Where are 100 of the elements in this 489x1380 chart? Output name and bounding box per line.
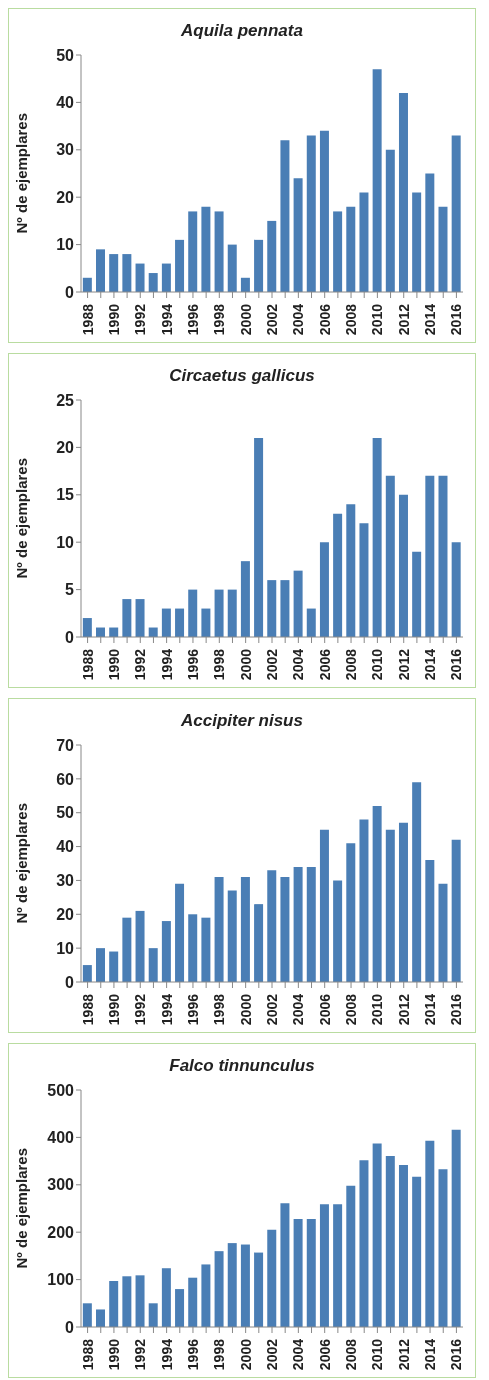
bar	[398, 822, 408, 982]
bar	[240, 277, 250, 292]
x-tick-label: 2012	[395, 303, 412, 336]
x-tick-label: 1992	[132, 1338, 149, 1371]
chart-title: Falco tinnunculus	[168, 1055, 316, 1077]
bar	[398, 494, 408, 637]
y-tick-label: 200	[47, 1223, 75, 1241]
x-tick-label: 1988	[79, 303, 96, 336]
x-tick-label: 2004	[290, 303, 307, 336]
bar	[438, 1169, 448, 1327]
bar	[346, 504, 356, 637]
bar	[214, 211, 224, 292]
x-tick-label: 2012	[395, 648, 412, 681]
chart-title: Accipiter nisus	[180, 710, 304, 732]
x-tick-label: 2010	[369, 1338, 386, 1371]
y-axis-title: Nº de ejemplares	[13, 457, 31, 579]
bar	[412, 551, 422, 637]
bar	[319, 829, 329, 982]
bar	[451, 542, 461, 637]
bar	[122, 254, 132, 292]
y-tick-label: 10	[56, 236, 75, 254]
chart-title: Aquila pennata	[180, 20, 304, 42]
bar	[333, 1204, 343, 1327]
bar	[293, 570, 303, 637]
x-tick-label: 2000	[237, 303, 254, 336]
x-tick-label: 2008	[343, 993, 360, 1026]
y-tick-label: 50	[56, 804, 75, 822]
bar	[359, 192, 369, 292]
x-tick-label: 1998	[211, 303, 228, 336]
x-tick-label: 1992	[132, 993, 149, 1026]
y-tick-label: 40	[56, 94, 75, 112]
y-tick-label: 500	[47, 1081, 75, 1099]
x-tick-label: 1996	[184, 303, 201, 336]
y-tick-label: 25	[56, 391, 75, 409]
bar	[333, 880, 343, 982]
x-tick-label: 2016	[448, 648, 465, 681]
x-tick-label: 1988	[79, 993, 96, 1026]
bar	[280, 877, 290, 982]
bar	[346, 843, 356, 982]
x-tick-label: 2008	[343, 303, 360, 336]
chart-title: Circaetus gallicus	[168, 365, 316, 387]
bar	[82, 277, 92, 292]
bar	[425, 1140, 435, 1327]
x-tick-label: 1994	[158, 993, 175, 1026]
y-tick-label: 20	[56, 439, 75, 457]
bar	[306, 135, 316, 292]
x-tick-label: 2004	[290, 1338, 307, 1371]
bar	[425, 173, 435, 292]
bar	[188, 589, 198, 637]
bar	[333, 211, 343, 292]
bar	[438, 883, 448, 982]
y-tick-label: 70	[56, 736, 75, 754]
x-tick-label: 2016	[448, 1338, 465, 1371]
x-tick-label: 2014	[422, 648, 439, 681]
y-axis-title: Nº de ejemplares	[13, 112, 31, 234]
bar	[148, 1303, 158, 1327]
bar	[161, 608, 171, 637]
y-tick-label: 0	[65, 1318, 75, 1336]
y-tick-label: 50	[56, 46, 75, 64]
bar	[161, 263, 171, 292]
bar	[359, 523, 369, 637]
x-tick-label: 2014	[422, 303, 439, 336]
bar	[122, 917, 132, 982]
y-tick-label: 400	[47, 1129, 75, 1147]
bar	[201, 917, 211, 982]
x-tick-label: 2010	[369, 993, 386, 1026]
y-tick-label: 30	[56, 872, 75, 890]
bar	[319, 542, 329, 637]
bar	[148, 273, 158, 292]
x-tick-label: 2002	[264, 303, 280, 336]
x-tick-label: 1990	[105, 648, 122, 681]
bar	[82, 618, 92, 637]
bar	[201, 206, 211, 292]
bar	[135, 1275, 145, 1327]
bar	[412, 782, 422, 982]
bar	[227, 890, 237, 982]
x-tick-label: 2010	[369, 303, 386, 336]
y-tick-label: 10	[56, 939, 75, 957]
y-axis-title: Nº de ejemplares	[13, 802, 31, 924]
y-tick-label: 10	[56, 533, 75, 551]
bar	[319, 130, 329, 292]
bar	[293, 1218, 303, 1327]
bar	[175, 1289, 185, 1327]
bar	[96, 249, 106, 292]
y-tick-label: 100	[47, 1271, 75, 1289]
bar	[227, 244, 237, 292]
bar	[451, 1129, 461, 1327]
bar	[385, 149, 395, 292]
bar	[372, 69, 382, 292]
bar	[214, 877, 224, 982]
bar	[412, 1176, 422, 1327]
y-tick-label: 20	[56, 188, 75, 206]
bar	[254, 904, 264, 982]
bar	[451, 839, 461, 982]
bar	[412, 192, 422, 292]
bar	[109, 951, 119, 982]
bar	[451, 135, 461, 292]
bar	[398, 92, 408, 292]
bar	[109, 254, 119, 292]
x-tick-label: 2012	[395, 993, 412, 1026]
